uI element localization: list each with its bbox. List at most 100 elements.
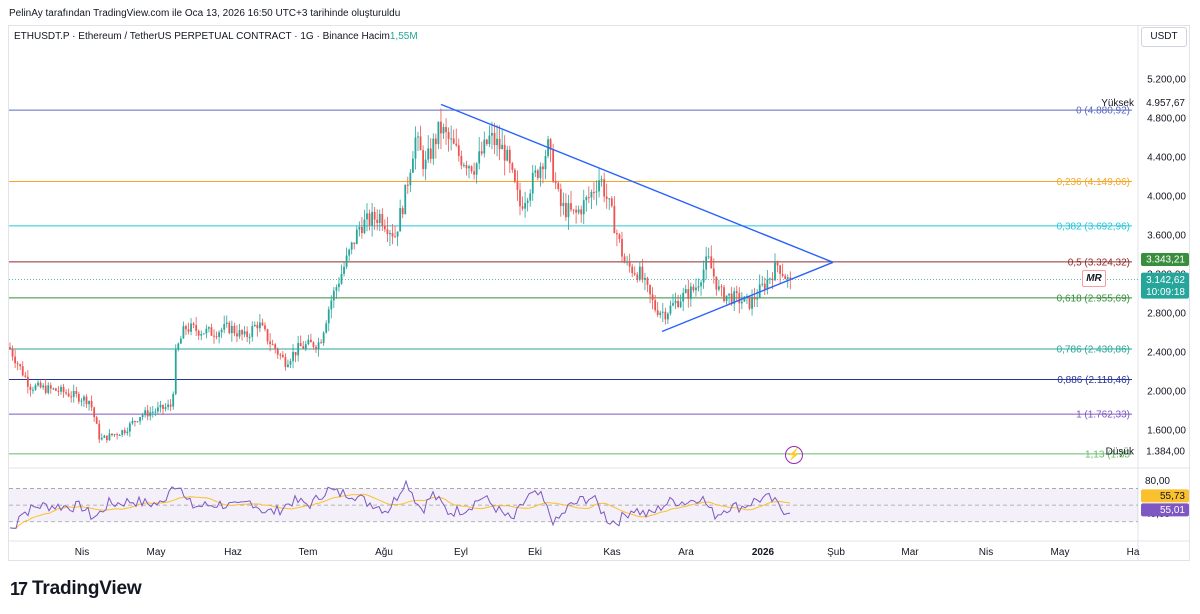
candle-body bbox=[740, 301, 743, 304]
candle-body bbox=[215, 336, 218, 338]
candle-body bbox=[422, 150, 424, 170]
candle-body bbox=[312, 342, 315, 347]
rsi-ma-tag: 55,73 bbox=[1141, 489, 1189, 503]
candle-body bbox=[228, 322, 231, 334]
candle-body bbox=[447, 132, 450, 139]
time-tick: Haz bbox=[224, 547, 242, 558]
candle-body bbox=[700, 282, 702, 287]
candle-body bbox=[748, 296, 751, 309]
candle-body bbox=[485, 139, 488, 145]
candle-body bbox=[287, 364, 289, 367]
candle-body bbox=[128, 423, 131, 432]
candle-body bbox=[577, 209, 580, 213]
candle-body bbox=[738, 293, 741, 304]
price-tick: 3.600,00 bbox=[1147, 231, 1186, 242]
candle-body bbox=[11, 349, 14, 357]
candle-body bbox=[582, 200, 585, 215]
candle-body bbox=[327, 309, 330, 324]
candle-body bbox=[220, 329, 223, 333]
candle-body bbox=[593, 191, 595, 193]
candle-body bbox=[307, 339, 310, 345]
candle-body bbox=[162, 404, 164, 409]
triangle-lower-line bbox=[661, 261, 834, 333]
candle-body bbox=[297, 343, 300, 356]
time-tick: Nis bbox=[979, 547, 993, 558]
candle-body bbox=[230, 325, 233, 334]
candle-body bbox=[544, 155, 547, 170]
candle-body bbox=[136, 421, 139, 423]
time-tick: Ara bbox=[678, 547, 694, 558]
candle-body bbox=[633, 273, 636, 275]
candle-body bbox=[88, 400, 90, 405]
candle-body bbox=[251, 326, 254, 337]
candle-body bbox=[332, 290, 335, 301]
tv-logo-icon: 17 bbox=[10, 578, 28, 599]
candle-body bbox=[406, 184, 409, 186]
candle-body bbox=[554, 181, 557, 184]
candle-body bbox=[498, 138, 501, 150]
candle-body bbox=[279, 354, 282, 356]
candle-body bbox=[266, 329, 269, 342]
low-price-tag-bg bbox=[1141, 444, 1189, 459]
low-price-tag-text: 1.384,00 bbox=[1146, 447, 1185, 458]
lightning-icon[interactable]: ⚡ bbox=[785, 446, 803, 464]
candle-body bbox=[562, 202, 565, 207]
candle-body bbox=[299, 343, 302, 347]
candle-body bbox=[667, 313, 669, 320]
candle-body bbox=[238, 330, 241, 337]
candle-body bbox=[526, 200, 529, 203]
currency-selector[interactable]: USDT bbox=[1141, 27, 1187, 47]
candle-body bbox=[488, 135, 491, 145]
candle-body bbox=[70, 396, 73, 398]
candle-body bbox=[641, 266, 644, 280]
candle-body bbox=[243, 331, 246, 335]
candle-body bbox=[784, 275, 787, 280]
candle-body bbox=[208, 327, 210, 329]
price-tick: 2.400,00 bbox=[1147, 348, 1186, 359]
mr-badge[interactable]: MR bbox=[1082, 270, 1106, 287]
candle-body bbox=[753, 296, 756, 300]
candle-body bbox=[123, 430, 126, 434]
candle-body bbox=[605, 196, 608, 199]
candle-body bbox=[386, 229, 389, 235]
candle-body bbox=[21, 366, 24, 376]
time-tick: Eyl bbox=[454, 547, 468, 558]
candle-body bbox=[470, 166, 473, 172]
candle-body bbox=[177, 343, 180, 350]
candle-body bbox=[728, 293, 730, 296]
candle-body bbox=[95, 417, 98, 424]
candle-body bbox=[389, 232, 391, 235]
candle-body bbox=[154, 411, 157, 413]
candle-body bbox=[534, 170, 537, 173]
candle-body bbox=[396, 231, 399, 237]
candle-body bbox=[381, 213, 384, 226]
price-tick: 1.600,00 bbox=[1147, 426, 1186, 437]
candle-body bbox=[682, 292, 685, 302]
candle-body bbox=[317, 342, 320, 349]
candle-body bbox=[735, 291, 738, 294]
symbol-legend[interactable]: ETHUSDT.P · Ethereum / TetherUS PERPETUA… bbox=[14, 31, 418, 42]
chart-frame bbox=[8, 25, 1190, 561]
time-tick: May bbox=[1051, 547, 1070, 558]
candle-body bbox=[506, 149, 509, 161]
fib-label: 0,382 (3.692,96) bbox=[1057, 221, 1130, 232]
candle-body bbox=[610, 198, 613, 207]
candle-body bbox=[465, 165, 468, 169]
candle-body bbox=[684, 289, 687, 293]
candle-body bbox=[529, 193, 532, 201]
candle-body bbox=[310, 339, 312, 343]
candle-body bbox=[315, 346, 317, 349]
fib-label: 0,236 (4.149,06) bbox=[1057, 177, 1130, 188]
candle-body bbox=[628, 261, 631, 267]
candle-body bbox=[718, 286, 720, 290]
candle-body bbox=[707, 256, 710, 258]
candle-body bbox=[638, 266, 641, 280]
candle-body bbox=[511, 163, 514, 170]
tradingview-logo[interactable]: 17 TradingView bbox=[10, 578, 142, 600]
countdown-text: 10:09:18 bbox=[1146, 287, 1185, 298]
candle-body bbox=[570, 203, 572, 210]
candle-body bbox=[437, 121, 440, 145]
candle-body bbox=[409, 172, 412, 186]
candle-body bbox=[702, 269, 705, 283]
